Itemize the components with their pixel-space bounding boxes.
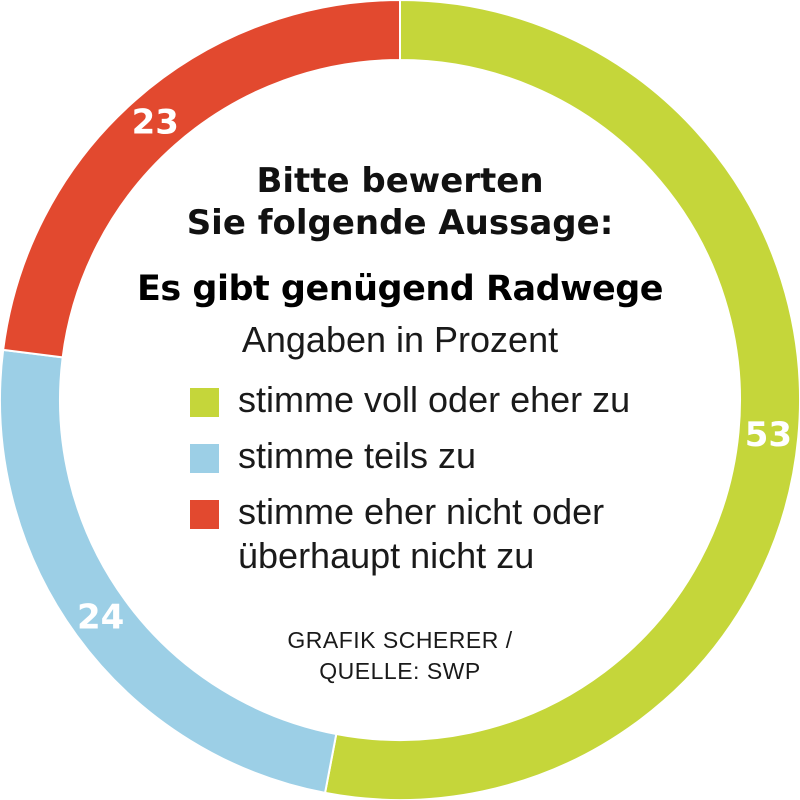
value-label-agree: 53 [745,415,792,455]
value-label-partly: 24 [77,597,124,637]
donut-slice-disagree [2,0,401,359]
donut-slice-agree [323,0,800,800]
value-label-disagree: 23 [132,102,179,142]
donut-value-labels: 53 24 23 [77,102,792,637]
donut-slice-partly [0,348,338,795]
